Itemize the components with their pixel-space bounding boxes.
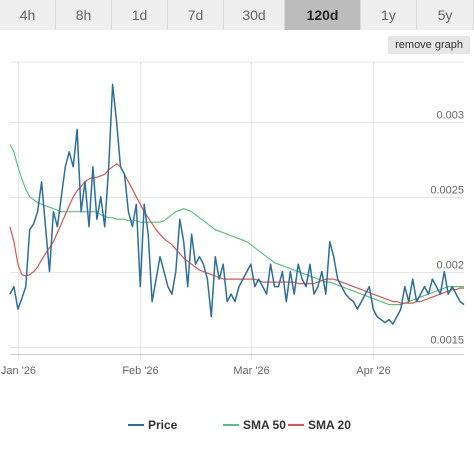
series xyxy=(9,83,465,325)
legend: Price SMA 50 SMA 20 xyxy=(128,418,351,432)
y-tick-label: 0.0025 xyxy=(430,185,464,197)
x-tick-label: Apr '26 xyxy=(356,365,391,377)
y-tick-label: 0.002 xyxy=(436,260,464,272)
tab-7d[interactable]: 7d xyxy=(168,0,224,30)
x-tick-label: Feb '26 xyxy=(122,365,158,377)
tab-120d[interactable]: 120d xyxy=(285,0,361,30)
x-tick-label: Mar '26 xyxy=(233,365,269,377)
tab-1y[interactable]: 1y xyxy=(361,0,417,30)
axes: 0.0015 0.002 0.0025 0.003 Jan '26 Feb '26 Mar … xyxy=(1,110,464,377)
tab-8h[interactable]: 8h xyxy=(56,0,112,30)
series-line-sma-50 xyxy=(9,144,464,306)
series-line-price xyxy=(9,83,465,325)
series-line-sma-20 xyxy=(9,163,464,304)
legend-item-label: SMA 50 xyxy=(243,418,286,432)
legend-item-label: Price xyxy=(148,418,178,432)
x-tick-label: Jan '26 xyxy=(1,365,36,377)
tab-1d[interactable]: 1d xyxy=(112,0,168,30)
tab-4h[interactable]: 4h xyxy=(0,0,56,30)
legend-item-label: SMA 20 xyxy=(308,418,351,432)
y-tick-label: 0.003 xyxy=(436,110,464,122)
remove-graph-button[interactable]: remove graph xyxy=(388,36,470,54)
tab-30d[interactable]: 30d xyxy=(224,0,285,30)
grid xyxy=(10,61,464,360)
range-tabs: 4h 8h 1d 7d 30d 120d 1y 5y xyxy=(0,0,474,30)
y-tick-label: 0.0015 xyxy=(430,335,464,347)
